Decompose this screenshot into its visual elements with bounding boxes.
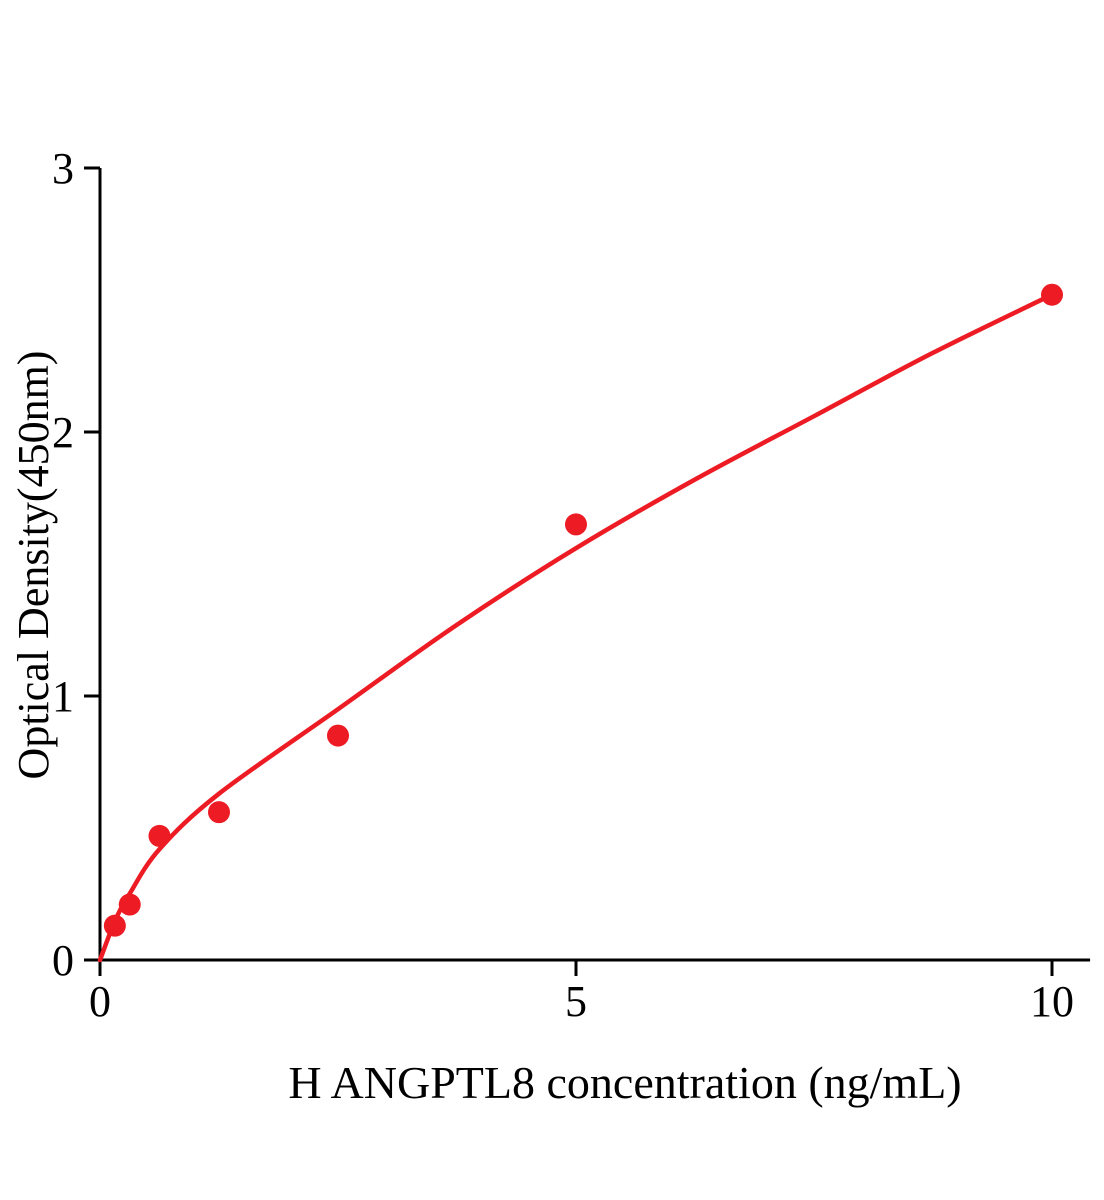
data-point [1041, 283, 1063, 306]
data-point [208, 801, 230, 824]
x-tick-label: 5 [565, 977, 587, 1026]
data-point [327, 724, 349, 747]
y-tick-label: 0 [52, 936, 74, 985]
data-point [118, 893, 141, 916]
y-tick-label: 3 [52, 144, 74, 193]
y-tick-label: 2 [52, 408, 74, 457]
x-tick-label: 0 [89, 977, 111, 1026]
data-point [148, 824, 171, 847]
tick-labels: 0 5 10 0 1 2 3 [52, 144, 1074, 1026]
y-tick-label: 1 [52, 672, 74, 721]
x-tick-label: 10 [1030, 977, 1074, 1026]
y-axis-label: Optical Density(450nm) [9, 351, 58, 780]
data-point [103, 914, 126, 937]
data-points [103, 283, 1063, 937]
fitted-curve-line [97, 292, 1055, 963]
data-point [565, 513, 587, 536]
tick-marks [84, 166, 1054, 976]
axes [98, 168, 1091, 962]
x-axis-label: H ANGPTL8 concentration (ng/mL) [288, 1057, 961, 1108]
